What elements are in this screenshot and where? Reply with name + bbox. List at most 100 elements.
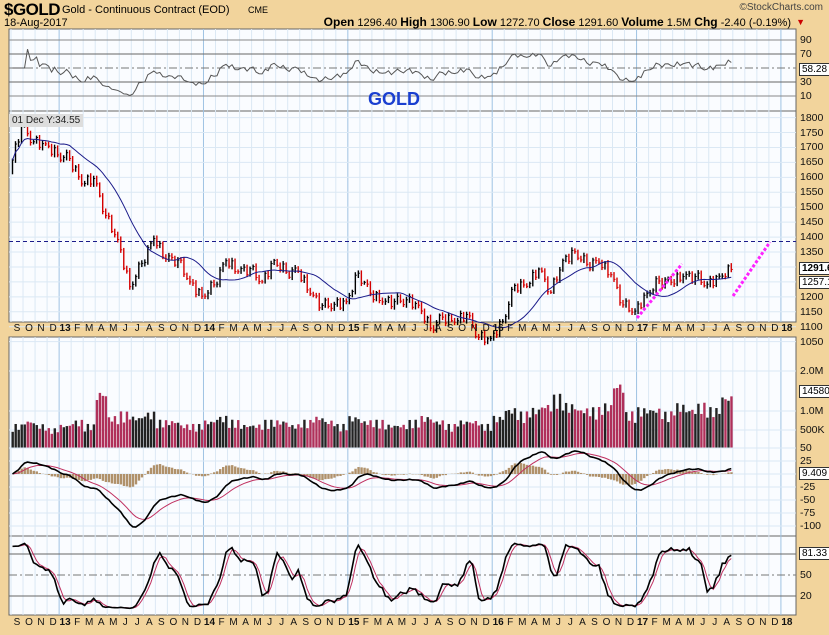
volume-bar bbox=[552, 394, 556, 448]
month-label: F bbox=[218, 323, 225, 334]
macd-histogram-bar bbox=[23, 467, 26, 474]
volume-bar bbox=[609, 405, 613, 448]
month-label: F bbox=[74, 323, 81, 334]
volume-bar bbox=[631, 411, 634, 448]
volume-bar bbox=[83, 431, 87, 448]
open-label: Open bbox=[323, 15, 355, 29]
volume-bar bbox=[315, 416, 318, 448]
month-label: N bbox=[759, 617, 767, 628]
volume-bar bbox=[420, 416, 423, 448]
month-label: O bbox=[602, 617, 611, 628]
rsi-tick: 10 bbox=[800, 90, 812, 102]
macd-histogram-bar bbox=[609, 474, 613, 480]
macd-histogram-bar bbox=[50, 474, 53, 477]
macd-histogram-bar bbox=[89, 474, 93, 480]
macd-histogram-bar bbox=[531, 465, 535, 474]
volume-bar bbox=[23, 424, 26, 448]
volume-bar bbox=[98, 392, 102, 448]
volume-bar bbox=[670, 411, 673, 448]
volume-bar bbox=[336, 424, 339, 448]
volume-bar bbox=[41, 424, 44, 448]
month-label: D bbox=[338, 617, 346, 628]
ma-value-tag: 1257.1 bbox=[799, 276, 829, 289]
volume-bar bbox=[622, 392, 625, 448]
volume-bar bbox=[456, 426, 460, 448]
macd-histogram-bar bbox=[528, 465, 532, 474]
month-label: D bbox=[482, 617, 490, 628]
macd-histogram-bar bbox=[477, 474, 481, 476]
volume-bar bbox=[600, 414, 604, 448]
macd-histogram-bar bbox=[637, 474, 640, 483]
macd-histogram-bar bbox=[694, 471, 697, 474]
volume-bar bbox=[483, 430, 487, 448]
macd-histogram-bar bbox=[264, 473, 267, 474]
macd-histogram-bar bbox=[131, 474, 135, 487]
month-label: N bbox=[326, 617, 334, 628]
volume-bar bbox=[255, 427, 258, 448]
month-label: 16 bbox=[492, 323, 504, 334]
volume-bar bbox=[327, 424, 330, 448]
close-label: Close bbox=[542, 15, 576, 29]
volume-bar bbox=[203, 420, 207, 448]
volume-bar bbox=[555, 408, 559, 448]
volume-bar bbox=[724, 399, 727, 448]
macd-histogram-bar bbox=[53, 474, 56, 477]
volume-bar bbox=[152, 411, 156, 448]
volume-bar bbox=[77, 426, 81, 448]
volume-bar bbox=[137, 418, 141, 448]
macd-histogram-bar bbox=[519, 463, 523, 474]
month-label: F bbox=[362, 617, 369, 628]
volume-bar bbox=[243, 424, 246, 448]
volume-bar bbox=[691, 409, 694, 448]
copyright: ©StockCharts.com bbox=[739, 2, 823, 13]
macd-histogram-bar bbox=[543, 469, 547, 474]
volume-bar bbox=[17, 429, 20, 448]
volume-bar bbox=[342, 423, 345, 448]
macd-histogram-bar bbox=[646, 474, 649, 477]
volume-bar bbox=[212, 422, 216, 448]
price-tick: 1150 bbox=[800, 305, 823, 318]
macd-histogram-bar bbox=[309, 474, 312, 478]
volume-bar bbox=[146, 412, 150, 448]
volume-bar bbox=[643, 408, 646, 448]
price-tick: 1400 bbox=[800, 231, 824, 244]
macd-histogram-bar bbox=[441, 474, 444, 476]
month-label: A bbox=[242, 323, 249, 334]
rsi-tick: 30 bbox=[800, 76, 812, 88]
stoch-tick: 20 bbox=[800, 590, 812, 602]
volume-bar bbox=[652, 410, 655, 448]
volume-bar bbox=[640, 416, 643, 448]
month-label: 17 bbox=[636, 323, 649, 334]
month-label: 13 bbox=[59, 323, 71, 334]
volume-value: 1.5M bbox=[666, 17, 692, 29]
macd-histogram-bar bbox=[546, 472, 550, 474]
macd-histogram-bar bbox=[594, 474, 598, 477]
trend-line-2 bbox=[731, 241, 772, 297]
high-value: 1306.90 bbox=[429, 17, 470, 29]
volume-bar bbox=[11, 431, 14, 448]
macd-histogram-bar bbox=[507, 467, 511, 474]
macd-histogram-bar bbox=[243, 468, 246, 474]
month-label: M bbox=[686, 617, 695, 628]
month-label: S bbox=[158, 323, 165, 334]
macd-histogram-bar bbox=[179, 469, 183, 474]
volume-bar bbox=[700, 413, 703, 448]
volume-bar bbox=[390, 427, 393, 448]
volume-bar bbox=[101, 395, 105, 448]
volume-bar bbox=[582, 413, 586, 448]
volume-bar bbox=[209, 421, 213, 448]
month-label: A bbox=[723, 323, 731, 334]
macd-histogram-bar bbox=[339, 474, 342, 477]
volume-bar bbox=[303, 419, 306, 448]
volume-bar bbox=[480, 424, 484, 448]
low-label: Low bbox=[472, 15, 497, 29]
volume-bar bbox=[510, 413, 514, 448]
volume-bar bbox=[432, 422, 435, 448]
macd-histogram-bar bbox=[38, 473, 41, 474]
macd-histogram-bar bbox=[203, 474, 207, 477]
month-label: J bbox=[134, 323, 140, 334]
macd-histogram-bar bbox=[369, 470, 372, 474]
volume-bar bbox=[549, 411, 553, 448]
macd-histogram-bar bbox=[197, 474, 201, 476]
month-label: J bbox=[122, 617, 128, 628]
